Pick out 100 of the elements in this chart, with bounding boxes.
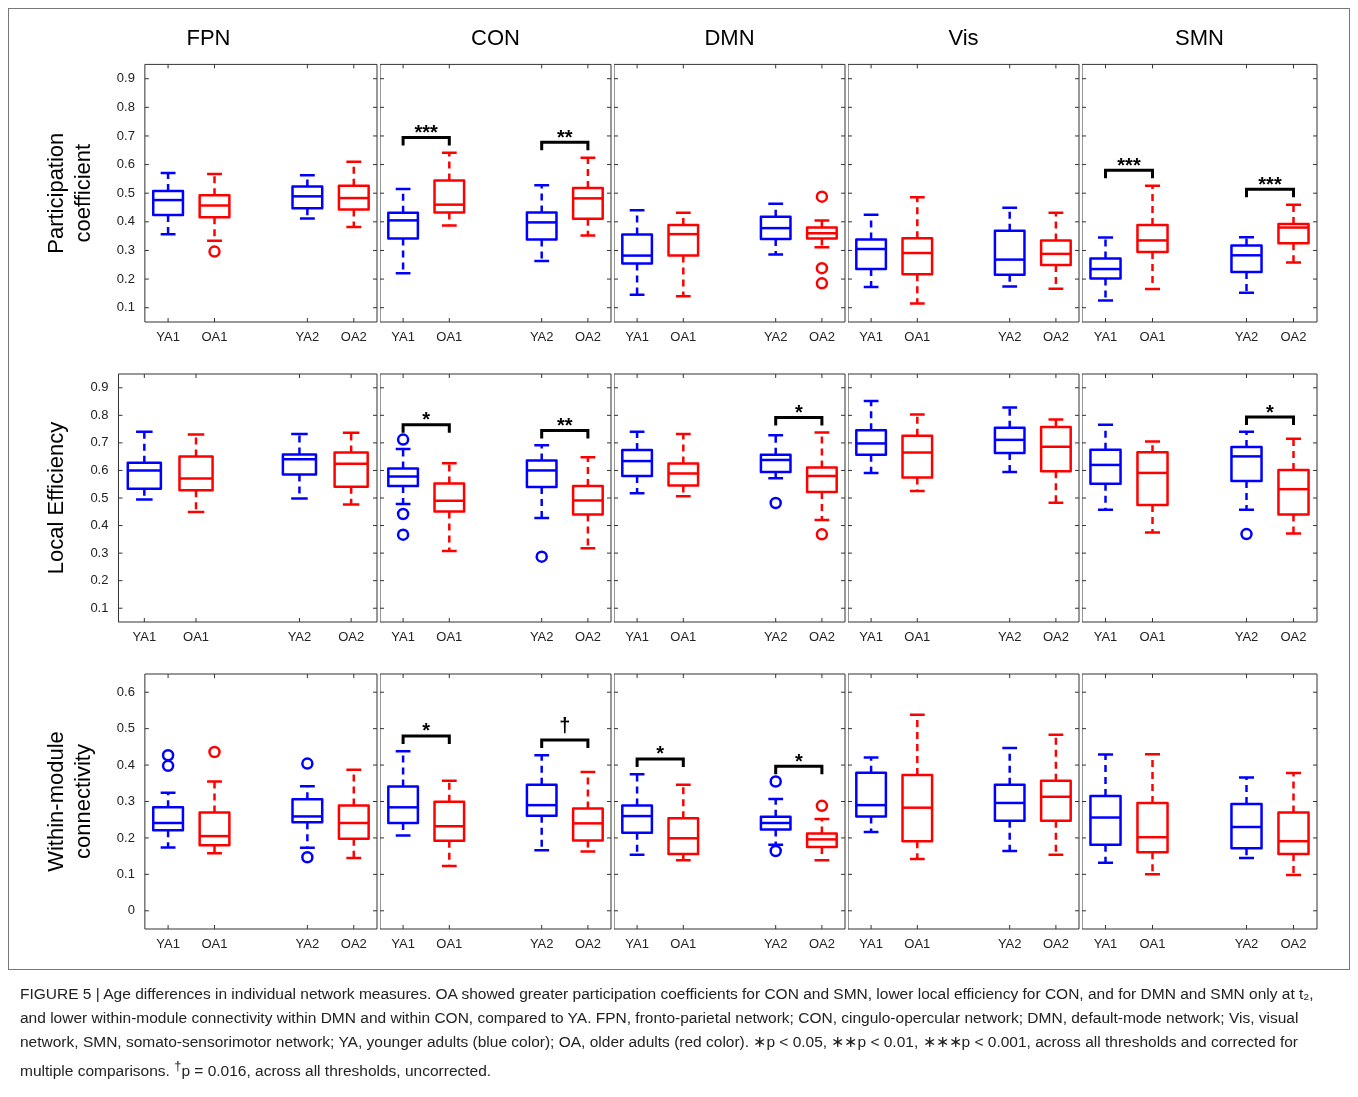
chart-title: Vis	[948, 25, 979, 51]
x-tick-label: YA1	[859, 329, 883, 345]
x-tick-label: OA1	[183, 629, 210, 645]
x-tick-label: YA1	[391, 629, 415, 645]
x-tick-label: OA2	[340, 329, 367, 345]
x-tick-label: OA2	[574, 329, 601, 345]
y-tick-label: 0.7	[116, 127, 135, 143]
x-tick-label: OA1	[436, 629, 463, 645]
x-tick-label: OA2	[808, 629, 835, 645]
y-tick-label: 0.9	[116, 70, 135, 86]
x-tick-label: OA2	[1280, 329, 1307, 345]
y-tick-label: 0.1	[116, 865, 135, 881]
y-tick-label: 0.7	[90, 434, 109, 450]
y-tick-label: 0.2	[116, 829, 135, 845]
x-tick-label: YA2	[763, 936, 788, 952]
chart-title: CON	[471, 25, 520, 51]
x-tick-label: YA2	[1234, 629, 1259, 645]
x-tick-label: OA1	[904, 936, 931, 952]
x-tick-label: OA2	[1042, 329, 1069, 345]
chart-title: SMN	[1175, 25, 1224, 51]
x-tick-label: YA1	[391, 936, 415, 952]
x-tick-label: YA1	[156, 329, 180, 345]
y-axis-title: Within-module connectivity	[43, 731, 95, 872]
x-tick-label: OA1	[1139, 329, 1166, 345]
y-tick-label: 0.4	[116, 756, 135, 772]
annotation: *	[794, 749, 803, 772]
x-tick-label: YA2	[529, 329, 554, 345]
x-tick-label: OA2	[340, 936, 367, 952]
x-tick-label: YA1	[625, 329, 649, 345]
x-tick-label: OA1	[436, 329, 463, 345]
x-tick-label: YA2	[295, 329, 320, 345]
x-tick-label: YA2	[1234, 329, 1259, 345]
y-tick-label: 0.6	[90, 462, 109, 478]
y-tick-label: 0.3	[116, 242, 135, 258]
annotation: ***	[1258, 172, 1282, 195]
annotation: *	[794, 401, 803, 424]
annotation: †	[559, 714, 571, 737]
x-tick-label: OA2	[1042, 936, 1069, 952]
annotation: ***	[1117, 153, 1141, 176]
x-tick-label: OA1	[201, 936, 228, 952]
x-tick-label: YA2	[763, 329, 788, 345]
y-tick-label: 0.2	[116, 270, 135, 286]
annotation: **	[557, 125, 573, 148]
y-axis-title: Local Efficiency	[43, 421, 69, 575]
x-tick-label: YA1	[156, 936, 180, 952]
y-tick-label: 0.2	[90, 572, 109, 588]
x-tick-label: OA2	[1280, 936, 1307, 952]
x-tick-label: OA2	[1042, 629, 1069, 645]
x-tick-label: YA2	[997, 629, 1022, 645]
x-tick-label: YA2	[763, 629, 788, 645]
x-tick-label: OA1	[201, 329, 228, 345]
x-tick-label: OA1	[436, 936, 463, 952]
y-tick-label: 0.5	[116, 184, 135, 200]
x-tick-label: YA1	[625, 629, 649, 645]
x-tick-label: YA1	[1093, 629, 1118, 645]
x-tick-label: OA2	[574, 629, 601, 645]
y-tick-label: 0.3	[116, 793, 135, 809]
x-tick-label: YA2	[287, 629, 312, 645]
x-tick-label: YA1	[1093, 936, 1118, 952]
y-tick-label: 0.4	[90, 517, 109, 533]
annotation: *	[656, 742, 665, 765]
x-tick-label: OA2	[808, 936, 835, 952]
x-tick-label: OA2	[1280, 629, 1307, 645]
annotation: *	[1266, 400, 1275, 423]
x-tick-label: OA1	[1139, 629, 1166, 645]
y-tick-label: 0	[127, 902, 135, 918]
annotation: *	[422, 719, 431, 742]
x-tick-label: YA2	[1234, 936, 1259, 952]
x-tick-label: YA2	[997, 936, 1022, 952]
x-tick-label: YA1	[859, 936, 883, 952]
chart-title: DMN	[704, 25, 755, 51]
x-tick-label: OA1	[670, 629, 697, 645]
chart-title: FPN	[186, 25, 231, 51]
y-tick-label: 0.8	[90, 406, 109, 422]
x-tick-label: OA2	[574, 936, 601, 952]
x-tick-label: YA1	[1093, 329, 1118, 345]
x-tick-label: YA1	[132, 629, 157, 645]
x-tick-label: OA1	[670, 329, 697, 345]
caption: FIGURE 5 | Age differences in individual network measures. OA showed greater participation coefficients for CON and SMN, lower local efficiency for CON, and for DMN and SMN only at t₂, and lower within-module connectivity within DMN and within CON, compared to YA. FPN, fronto-parietal network; CON, cingulo-opercular network; DMN, default-mode network; Vis, visual network, SMN, somato-sensorimotor network; YA, younger adults (blue color); OA, older adults (red color). ∗p < 0.05, ∗∗p < 0.01, ∗∗∗p < 0.001, across all thresholds and corrected for multiple comparisons. $^{†}$p = 0.016, across all thresholds, uncorrected.	[20, 985, 1314, 1080]
x-tick-label: YA2	[997, 329, 1022, 345]
y-tick-label: 0.5	[116, 720, 135, 736]
y-tick-label: 0.1	[90, 599, 109, 615]
x-tick-label: YA1	[391, 329, 415, 345]
y-tick-label: 0.8	[116, 98, 135, 114]
y-tick-label: 0.1	[116, 299, 135, 315]
y-tick-label: 0.5	[90, 489, 109, 505]
y-tick-label: 0.6	[116, 683, 135, 699]
x-tick-label: OA1	[904, 629, 931, 645]
y-tick-label: 0.3	[90, 544, 109, 560]
y-tick-label: 0.6	[116, 156, 135, 172]
x-tick-label: OA2	[338, 629, 365, 645]
x-tick-label: YA2	[529, 629, 554, 645]
x-tick-label: YA2	[295, 936, 320, 952]
y-tick-label: 0.9	[90, 379, 109, 395]
x-tick-label: OA1	[904, 329, 931, 345]
x-tick-label: OA2	[808, 329, 835, 345]
x-tick-label: YA2	[529, 936, 554, 952]
x-tick-label: OA1	[1139, 936, 1166, 952]
y-tick-label: 0.4	[116, 213, 135, 229]
x-tick-label: YA1	[625, 936, 649, 952]
